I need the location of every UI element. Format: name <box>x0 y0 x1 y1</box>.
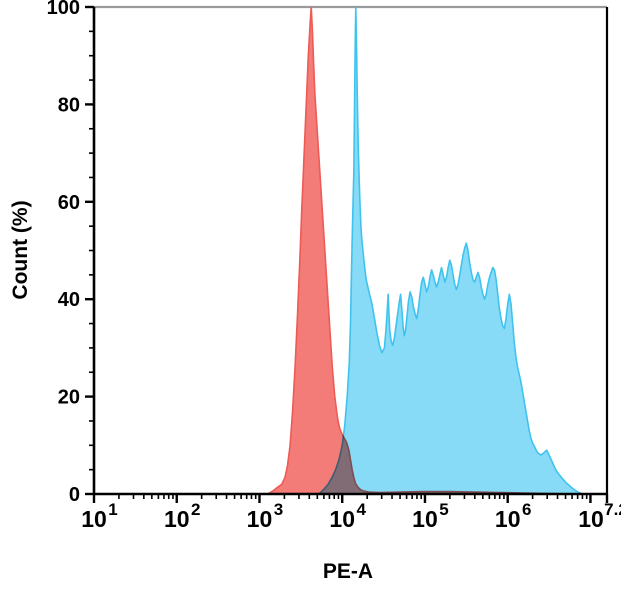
x-tick-exponent: 4 <box>356 500 366 519</box>
x-tick-label: 10 1 <box>81 500 118 532</box>
series-outline <box>318 7 583 494</box>
y-tick-label: 20 <box>58 387 80 409</box>
x-tick-label: 10 2 <box>164 500 201 532</box>
x-tick-label: 10 5 <box>412 500 449 532</box>
y-axis-tick-labels: 0 20 40 60 80 100 <box>47 0 80 506</box>
plot-frame <box>94 5 609 494</box>
x-tick-mantissa: 10 <box>578 506 604 532</box>
x-axis-ticks <box>92 494 609 503</box>
series-area <box>319 7 583 494</box>
x-axis-title: PE-A <box>323 560 373 583</box>
series-outline <box>267 7 574 494</box>
x-tick-label: 10 4 <box>329 500 366 532</box>
series-area <box>267 7 574 494</box>
x-tick-mantissa: 10 <box>412 506 438 532</box>
x-tick-exponent: 1 <box>108 500 117 519</box>
series-isotype-control <box>267 7 574 494</box>
y-tick-label: 80 <box>58 94 80 116</box>
x-tick-label: 10 6 <box>495 500 532 532</box>
x-tick-mantissa: 10 <box>329 506 355 532</box>
y-tick-label: 0 <box>69 484 80 506</box>
x-tick-label: 107.2 <box>578 500 621 532</box>
x-tick-mantissa: 10 <box>81 506 107 532</box>
series-layer <box>267 7 583 494</box>
x-tick-exponent: 2 <box>191 500 200 519</box>
series-antibody-stained <box>318 7 583 494</box>
y-axis-ticks <box>85 5 94 496</box>
x-tick-label: 10 3 <box>247 500 284 532</box>
x-tick-exponent: 3 <box>274 500 283 519</box>
x-tick-mantissa: 10 <box>247 506 273 532</box>
x-tick-mantissa: 10 <box>164 506 190 532</box>
y-tick-label: 100 <box>47 0 80 19</box>
y-axis-title: Count (%) <box>9 200 32 299</box>
x-tick-exponent: 5 <box>439 500 448 519</box>
y-tick-label: 40 <box>58 289 80 311</box>
x-tick-exponent: 7.2 <box>604 500 621 519</box>
y-tick-label: 60 <box>58 192 80 214</box>
x-tick-exponent: 6 <box>522 500 531 519</box>
x-tick-mantissa: 10 <box>495 506 521 532</box>
